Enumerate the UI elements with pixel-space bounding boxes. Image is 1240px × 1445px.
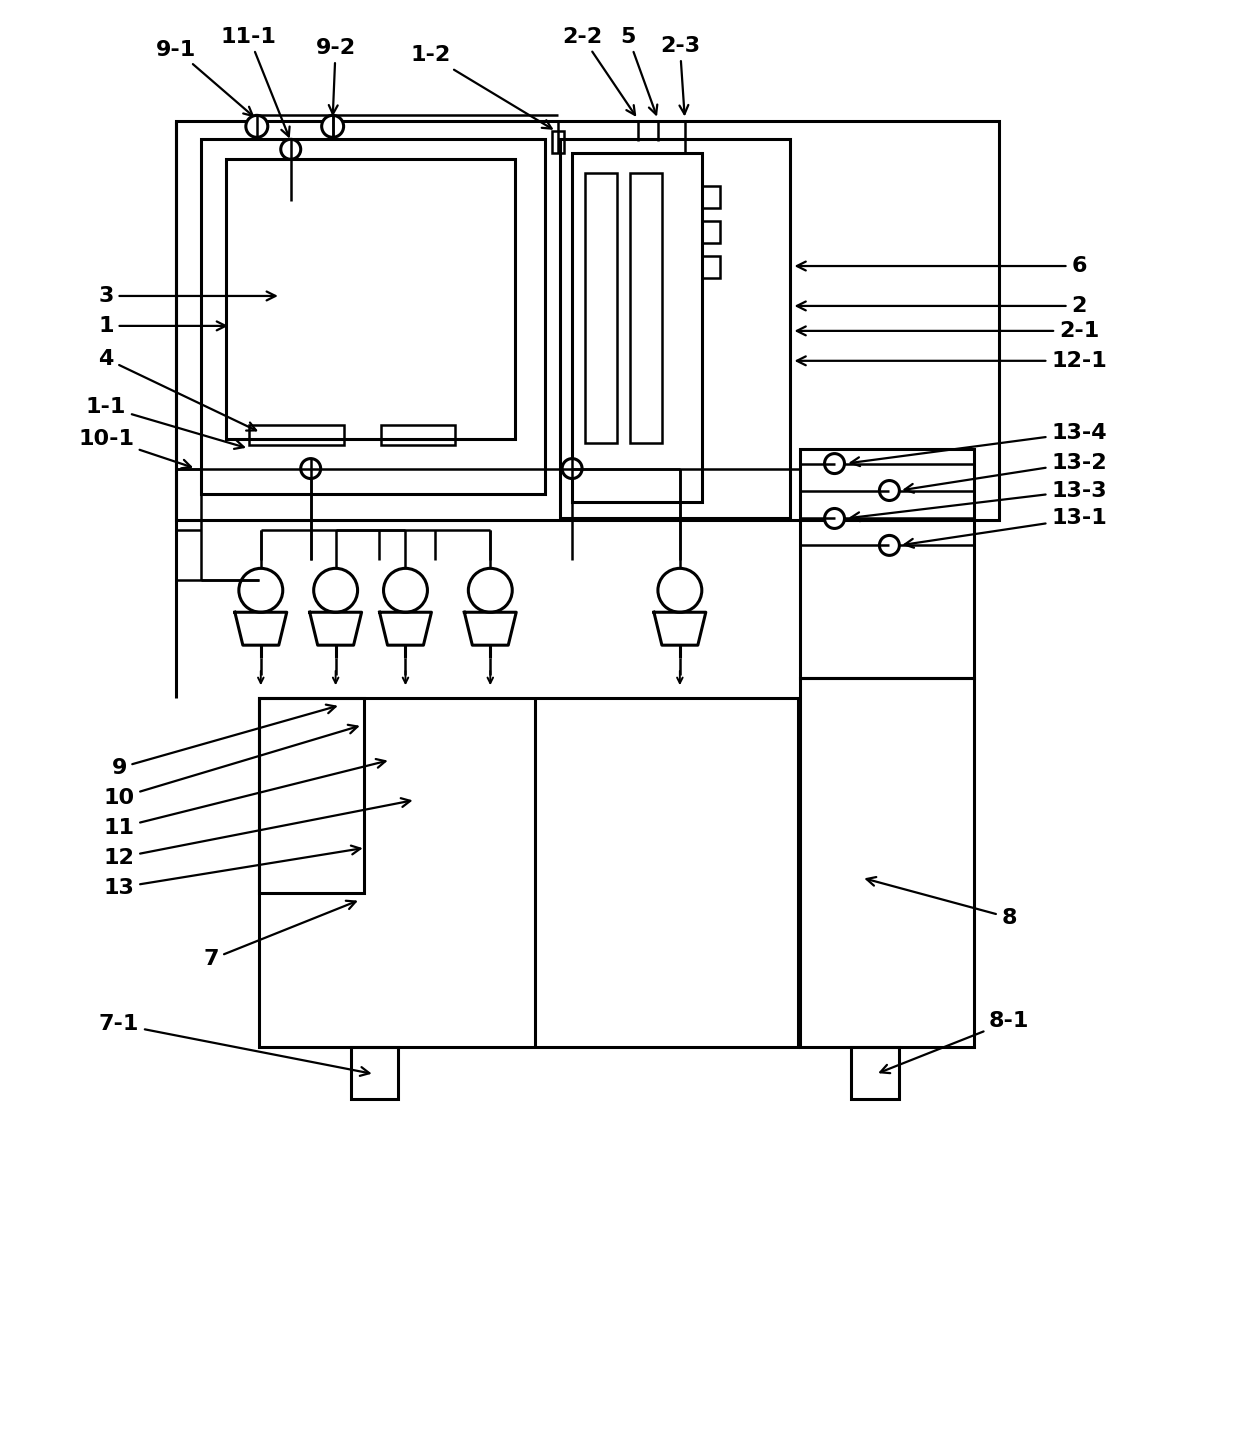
Bar [800,448,975,678]
Text: 10: 10 [104,725,357,808]
Text: 1: 1 [98,316,226,335]
Text: 13: 13 [104,845,361,897]
Text: 11: 11 [104,759,386,838]
Text: 13-1: 13-1 [904,509,1107,548]
Circle shape [879,536,899,555]
Text: 7-1: 7-1 [99,1014,370,1077]
Text: 7: 7 [203,900,356,970]
Text: 12: 12 [104,798,410,867]
Bar [201,139,546,494]
Bar [176,121,999,520]
Circle shape [239,568,283,613]
Circle shape [383,568,428,613]
Text: 1-1: 1-1 [86,397,244,449]
Circle shape [562,458,582,478]
Text: 2: 2 [797,296,1086,316]
Bar [560,139,790,519]
Bar [585,173,618,442]
Text: 3: 3 [98,286,275,306]
Bar [852,1048,899,1100]
Circle shape [825,454,844,474]
Bar [552,131,564,153]
Bar [226,159,516,439]
Text: 2-2: 2-2 [562,26,635,116]
Text: 1-2: 1-2 [410,45,552,129]
Text: 6: 6 [797,256,1086,276]
Bar [630,173,662,442]
Bar [381,425,455,445]
Text: 4: 4 [98,348,257,431]
Text: 13-4: 13-4 [851,422,1107,467]
Bar [702,256,719,277]
Circle shape [658,568,702,613]
Circle shape [469,568,512,613]
Text: 13-2: 13-2 [904,452,1107,493]
Circle shape [825,509,844,529]
Circle shape [301,458,321,478]
Circle shape [246,116,268,137]
Circle shape [280,139,301,159]
Bar [800,678,975,1048]
Text: 9: 9 [112,705,336,777]
Text: 13-3: 13-3 [851,481,1107,522]
Text: 10-1: 10-1 [78,429,191,468]
Text: 11-1: 11-1 [221,26,290,136]
Bar [259,698,363,893]
Text: 12-1: 12-1 [797,351,1107,371]
Circle shape [879,481,899,500]
Text: 5: 5 [620,26,657,114]
Bar [351,1048,398,1100]
Text: 9-1: 9-1 [156,39,253,116]
Circle shape [321,116,343,137]
Text: 2-3: 2-3 [660,36,699,114]
Bar [249,425,343,445]
Text: 8: 8 [867,877,1017,928]
Text: 9-2: 9-2 [315,38,356,114]
Circle shape [314,568,357,613]
Bar [259,698,797,1048]
Bar [572,153,702,503]
Bar [702,221,719,243]
Text: 8-1: 8-1 [880,1011,1029,1074]
Text: 2-1: 2-1 [797,321,1099,341]
Bar [702,186,719,208]
